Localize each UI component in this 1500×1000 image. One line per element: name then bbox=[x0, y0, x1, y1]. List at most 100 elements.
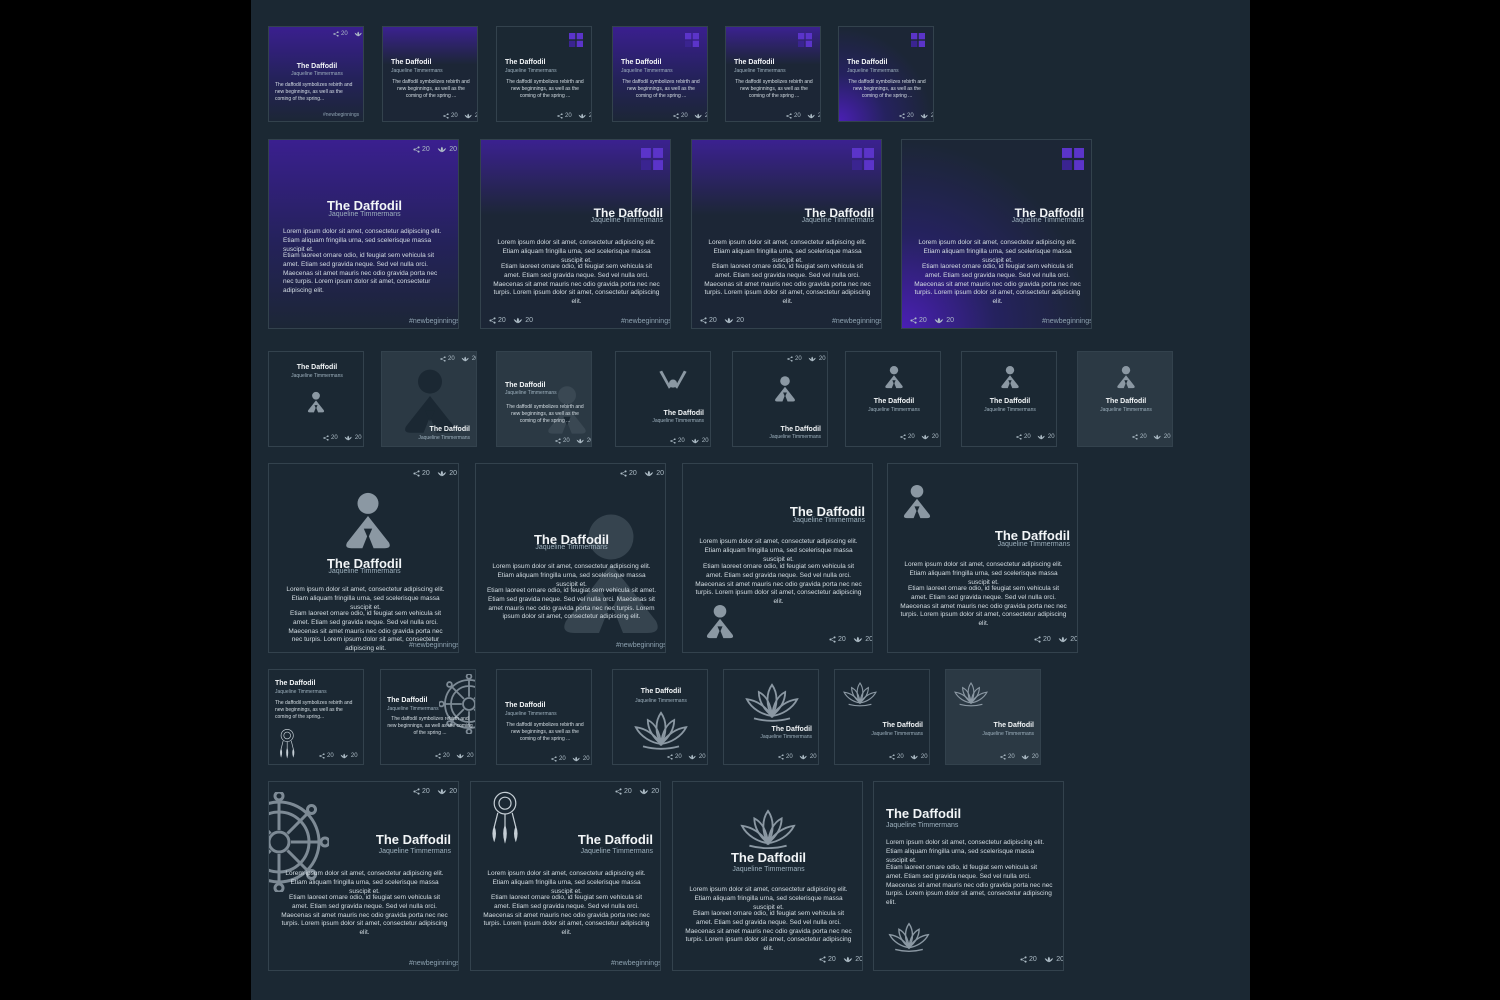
template-card[interactable]: The Daffodil Jaqueline Timmermans The daff… bbox=[725, 26, 821, 122]
card-body-text: Lorem ipsum dolor sit amet, consectetur … bbox=[689, 886, 848, 911]
template-card[interactable]: The Daffodil Jaqueline Timmermans The daff… bbox=[838, 26, 934, 122]
card-body-text: Lorem ipsum dolor sit amet, consectetur … bbox=[286, 586, 445, 611]
card-author: Jaqueline Timmermans bbox=[769, 434, 821, 440]
template-card[interactable]: The Daffodil Jaqueline Timmermans Lorem ip… bbox=[691, 139, 882, 329]
template-card[interactable]: The Daffodil Jaqueline Timmermans The daff… bbox=[496, 669, 592, 765]
template-card[interactable]: 20 20 The Daffodil Jaqueline Timmermans Lore… bbox=[268, 781, 459, 971]
template-card[interactable]: The Daffodil Jaqueline Timmermans Lorem ip… bbox=[901, 139, 1092, 329]
meditation-figure-icon bbox=[885, 365, 903, 389]
logo bbox=[685, 33, 699, 52]
template-card[interactable]: The Daffodil Jaqueline Timmermans The daff… bbox=[496, 26, 592, 122]
card-body-text: Etiam laoreet ornare odio, id feugiat se… bbox=[483, 894, 650, 937]
template-card[interactable]: 20 20 The Daffodil Jaqueline Timmermans Lore… bbox=[475, 463, 666, 653]
template-card[interactable]: The Daffodil Jaqueline Timmermans The daff… bbox=[380, 669, 476, 765]
illustration bbox=[952, 680, 990, 712]
share-icon bbox=[673, 113, 679, 119]
template-card[interactable]: The Daffodil Jaqueline Timmermans Lorem ip… bbox=[887, 463, 1078, 653]
lotus-like-icon bbox=[573, 756, 581, 762]
card-author: Jaqueline Timmermans bbox=[871, 731, 923, 737]
template-card[interactable]: The Daffodil Jaqueline Timmermans Lorem ip… bbox=[682, 463, 873, 653]
like-count: 20 bbox=[809, 754, 817, 760]
card-body-text: Lorem ipsum dolor sit amet, consectetur … bbox=[492, 563, 651, 588]
template-card[interactable]: The Daffodil Jaqueline Timmermans The daff… bbox=[496, 351, 592, 447]
lotus-like-icon bbox=[438, 470, 447, 477]
illustration bbox=[880, 364, 908, 397]
template-card[interactable]: The Daffodil Jaqueline Timmermans Lorem ip… bbox=[873, 781, 1064, 971]
template-card[interactable]: The Daffodil Jaqueline Timmermans Lorem ip… bbox=[480, 139, 671, 329]
card-body-text: Etiam laoreet ornare odio, id feugiat se… bbox=[281, 894, 448, 937]
template-card[interactable]: 20 20 The Daffodil Jaqueline Timmermans Lore… bbox=[268, 463, 459, 653]
illustration bbox=[1112, 364, 1140, 397]
illustration bbox=[996, 364, 1024, 397]
lotus-like-icon bbox=[935, 317, 944, 324]
lotus-like-icon bbox=[1038, 434, 1046, 440]
card-hashtag: #newbeginnings bbox=[832, 318, 882, 325]
template-card[interactable]: The Daffodil Jaqueline Timmermans The daff… bbox=[382, 26, 478, 122]
share-icon bbox=[323, 435, 329, 441]
template-card[interactable]: The Daffodil Jaqueline Timmermans Lorem ip… bbox=[672, 781, 863, 971]
like-count: 20 bbox=[736, 317, 744, 324]
lotus-flower-icon bbox=[954, 682, 988, 707]
share-icon bbox=[670, 438, 676, 444]
illustration bbox=[487, 790, 523, 855]
card-title: The Daffodil bbox=[375, 832, 451, 847]
like-count: 20 bbox=[471, 356, 476, 362]
template-card[interactable]: 20 20 The Daffodil Jaqueline Timmermans Lore… bbox=[470, 781, 661, 971]
card-title: The Daffodil bbox=[505, 702, 546, 709]
template-card[interactable]: The Daffodil Jaqueline Timmermans The daff… bbox=[268, 669, 364, 765]
template-card[interactable]: 20 20 The Daffodil Jaqueline Timmermans Lore… bbox=[268, 139, 459, 329]
lotus-like-icon bbox=[577, 438, 585, 444]
template-card[interactable]: The Daffodil Jaqueline Timmermans The daff… bbox=[612, 26, 708, 122]
illustration bbox=[631, 708, 691, 755]
card-title: The Daffodil bbox=[505, 382, 546, 389]
card-body-text: The daffodil symbolizes rebirth and new … bbox=[735, 79, 813, 99]
card-title: The Daffodil bbox=[886, 806, 962, 821]
card-author: Jaqueline Timmermans bbox=[505, 390, 557, 396]
